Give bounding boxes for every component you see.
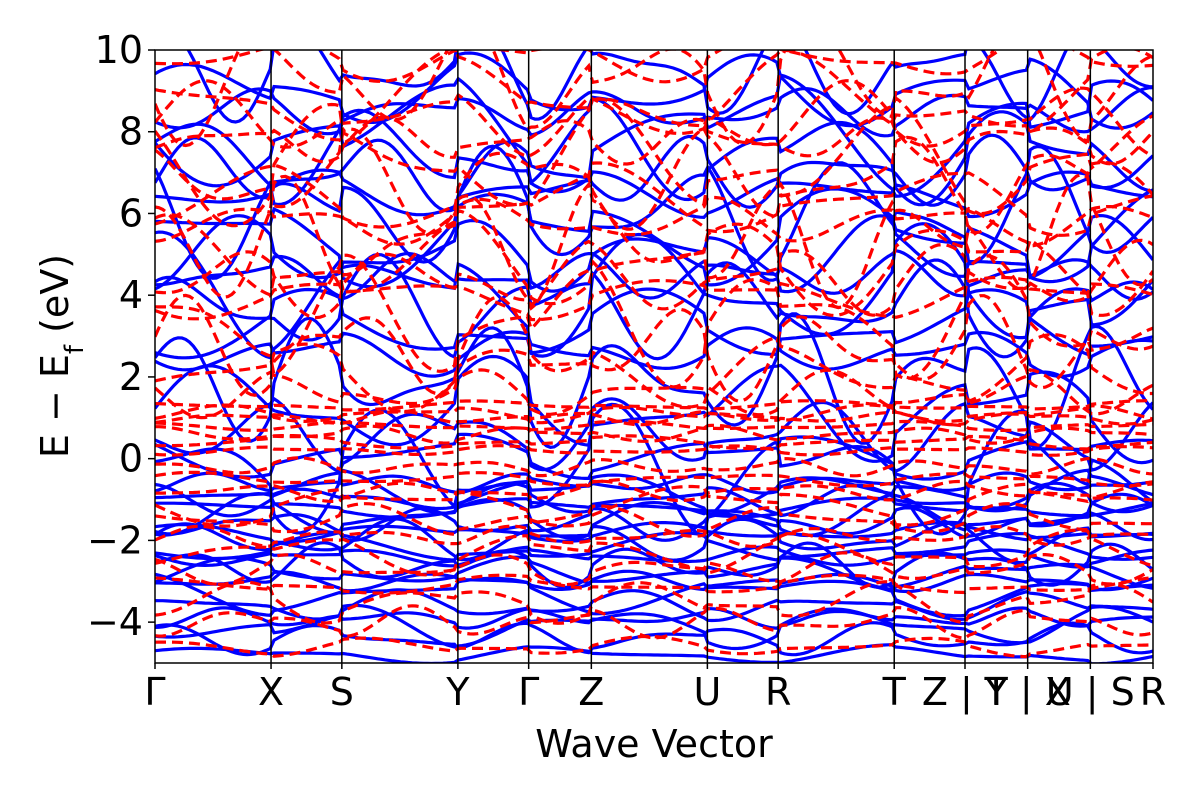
- band-line-dashed: [155, 173, 1153, 311]
- band-line-dashed: [155, 50, 1153, 148]
- band-line-solid: [155, 643, 1153, 663]
- x-tick-label: U: [693, 670, 721, 714]
- x-tick-label: R: [765, 670, 791, 714]
- x-tick-label: X: [258, 670, 284, 714]
- band-line-dashed: [155, 50, 1153, 146]
- band-line-dashed: [155, 434, 1153, 451]
- band-line-solid: [155, 572, 1153, 618]
- band-line-dashed: [155, 456, 1153, 478]
- band-line-dashed: [155, 419, 1153, 432]
- band-line-solid: [155, 213, 1153, 294]
- band-line-solid: [155, 354, 1153, 465]
- band-line-dashed: [155, 423, 1153, 445]
- band-line-dashed: [155, 368, 1153, 420]
- band-line-dashed: [155, 332, 1153, 414]
- y-tick-label: 4: [119, 273, 143, 317]
- x-tick-label: S: [330, 670, 354, 714]
- band-line-dashed: [155, 604, 1153, 641]
- x-tick-label: R: [1140, 670, 1166, 714]
- x-tick-label: Z: [578, 670, 604, 714]
- band-line-dashed: [155, 79, 1153, 158]
- band-line-dashed: [155, 502, 1153, 538]
- band-line-dashed: [155, 253, 1153, 389]
- y-axis-label: E − Ef (eV): [33, 254, 90, 458]
- band-line-dashed: [155, 573, 1153, 595]
- band-line-solid: [155, 287, 1153, 360]
- band-line-dashed: [155, 238, 1153, 320]
- band-line-solid: [155, 603, 1153, 651]
- band-line-dashed: [155, 126, 1153, 235]
- x-tick-label: Γ: [144, 670, 165, 714]
- band-line-solid: [155, 545, 1153, 569]
- band-line-solid: [155, 396, 1153, 474]
- band-line-solid: [155, 555, 1153, 591]
- x-tick-label: U | S: [1046, 670, 1135, 715]
- band-line-dashed: [155, 195, 1153, 248]
- band-line-dashed: [155, 482, 1153, 528]
- y-tick-label: 10: [95, 28, 143, 72]
- band-line-solid: [155, 312, 1153, 449]
- band-line-dashed: [155, 479, 1153, 503]
- y-tick-label: −4: [87, 600, 143, 644]
- band-line-dashed: [155, 95, 1153, 228]
- x-tick-label: Γ: [518, 670, 539, 714]
- band-line-dashed: [155, 470, 1153, 488]
- band-line-dashed: [155, 399, 1153, 412]
- y-axis-label-subscript: f: [60, 344, 90, 354]
- band-line-dashed: [155, 528, 1153, 577]
- band-line-dashed: [155, 524, 1153, 549]
- band-line-dashed: [155, 551, 1153, 587]
- band-line-solid: [155, 468, 1153, 516]
- band-line-dashed: [155, 403, 1153, 425]
- x-tick-label: Y: [445, 670, 470, 714]
- band-line-dashed: [155, 580, 1153, 625]
- band-line-dashed: [155, 275, 1153, 322]
- band-line-solid: [186, 50, 1153, 124]
- y-axis-label-main: E − E: [33, 354, 77, 458]
- plot-frame: [154, 49, 1154, 664]
- x-tick-label: T | X: [984, 670, 1071, 715]
- y-tick-label: 8: [119, 110, 143, 154]
- band-line-dashed: [155, 161, 1153, 237]
- band-line-solid: [155, 491, 1153, 540]
- x-tick-label: Z | Y: [922, 670, 1009, 715]
- bands-group: [155, 50, 1153, 663]
- band-line-solid: [155, 187, 1153, 289]
- band-line-solid: [155, 51, 1153, 130]
- y-axis-ticks: −4 −2 0 2 4 6 8 10: [87, 28, 155, 644]
- band-line-dashed: [155, 444, 1153, 457]
- y-tick-label: 6: [119, 191, 143, 235]
- band-line-dashed: [155, 293, 1153, 403]
- x-tick-label: T: [882, 670, 907, 714]
- y-tick-label: 0: [119, 437, 143, 481]
- x-axis-label: Wave Vector: [535, 722, 773, 766]
- k-point-gridlines: [270, 50, 1092, 663]
- y-axis-label-unit: (eV): [33, 254, 77, 345]
- band-line-dashed: [155, 115, 1153, 166]
- band-line-dashed: [155, 208, 1153, 318]
- y-tick-label: −2: [87, 518, 143, 562]
- y-tick-label: 2: [119, 355, 143, 399]
